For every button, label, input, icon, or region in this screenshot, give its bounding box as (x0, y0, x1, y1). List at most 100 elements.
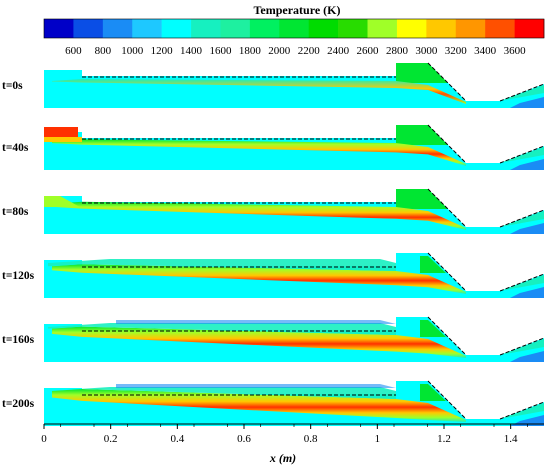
x-tick-label: 1.4 (504, 433, 518, 445)
colorbar-swatch (44, 19, 74, 38)
dashed-wall-line (427, 124, 467, 164)
downstream-cold (510, 351, 544, 362)
surface-layer (116, 320, 396, 324)
colorbar-swatch (396, 19, 427, 38)
hot-gas-region (420, 320, 446, 337)
downstream-warm (500, 339, 544, 355)
downstream-cold (510, 97, 544, 108)
flame-band (52, 139, 466, 166)
dashed-outlet-line (499, 83, 545, 102)
flame-band (52, 389, 466, 422)
colorbar-tick-labels: 600 800 1000 1200 1400 1600 1800 2000 2200 2400 26… (65, 45, 526, 57)
colorbar-swatch (220, 19, 251, 38)
contour-panels: t=0s t=40s t=80s t=120s t=160s t=200s (2, 62, 545, 426)
flame-band (52, 201, 466, 230)
downstream-warm (500, 85, 544, 101)
contour-panel: t=120s (2, 252, 545, 298)
colorbar-swatch (455, 19, 486, 38)
hot-gas-region (396, 63, 448, 83)
colorbar-swatch (132, 19, 162, 38)
colorbar-tick-label: 3600 (504, 45, 527, 57)
warm-layer (48, 259, 396, 271)
time-label: t=160s (2, 334, 35, 346)
time-label: t=40s (2, 142, 29, 154)
dashed-wall-line (427, 252, 467, 292)
time-label: t=120s (2, 270, 35, 282)
x-axis-label: x (m) (269, 451, 296, 465)
dashed-outlet-line (499, 145, 545, 164)
dashed-outlet-line (499, 209, 545, 228)
colorbar-tick-label: 1400 (180, 45, 203, 57)
dashed-wall-line (427, 62, 467, 102)
contour-panel: t=80s (2, 188, 545, 234)
warm-layer (48, 387, 396, 399)
colorbar-swatch (73, 19, 104, 38)
surface-layer (116, 384, 396, 388)
colorbar-swatch (279, 19, 310, 38)
colorbar-swatch (161, 19, 192, 38)
colorbar-title: Temperature (K) (254, 3, 341, 17)
colorbar (43, 18, 545, 39)
dashed-wall-line (427, 316, 467, 356)
contour-panel: t=0s (2, 62, 545, 108)
colorbar-tick-label: 2800 (386, 45, 409, 57)
colorbar-swatch (191, 19, 221, 38)
colorbar-swatch (426, 19, 457, 38)
time-label: t=80s (2, 206, 29, 218)
colorbar-tick-label: 2600 (357, 45, 380, 57)
colorbar-tick-label: 800 (95, 45, 112, 57)
x-tick-label: 0.4 (170, 433, 184, 445)
flame-band (52, 326, 466, 358)
x-axis-ticks: 0 0.2 0.4 0.6 0.8 1 1.2 1.4 (41, 424, 528, 445)
dashed-outlet-line (499, 401, 545, 420)
colorbar-swatch (485, 19, 515, 38)
contour-panel: t=160s (2, 316, 545, 362)
contour-panel: t=200s (2, 380, 545, 426)
dashed-outlet-line (499, 273, 545, 292)
colorbar-tick-label: 600 (65, 45, 82, 57)
dashed-wall-line (427, 380, 467, 420)
downstream-warm (500, 275, 544, 291)
hot-gas-region (420, 384, 446, 401)
x-tick-label: 0.6 (237, 433, 251, 445)
flame-band (52, 264, 466, 294)
colorbar-tick-label: 2200 (298, 45, 321, 57)
colorbar-tick-label: 1600 (209, 45, 232, 57)
x-tick-label: 1.2 (437, 433, 451, 445)
downstream-warm (500, 211, 544, 227)
colorbar-swatch (308, 19, 339, 38)
colorbar-tick-label: 2000 (268, 45, 291, 57)
warm-layer (48, 323, 396, 335)
time-label: t=0s (2, 80, 23, 92)
downstream-cold (510, 415, 544, 426)
colorbar-tick-label: 3200 (445, 45, 468, 57)
inlet-warm-spot (44, 137, 82, 142)
colorbar-swatch (514, 19, 545, 38)
colorbar-tick-label: 1200 (151, 45, 174, 57)
hot-gas-region (396, 189, 448, 209)
x-tick-label: 0 (41, 433, 47, 445)
inlet-warm-spot (44, 196, 80, 207)
x-tick-label: 0.8 (304, 433, 318, 445)
colorbar-swatch (367, 19, 398, 38)
hot-gas-region (420, 256, 446, 273)
downstream-cold (510, 223, 544, 234)
colorbar-tick-label: 3400 (474, 45, 497, 57)
downstream-cold (510, 159, 544, 170)
downstream-warm (500, 403, 544, 419)
colorbar-tick-label: 2400 (327, 45, 350, 57)
colorbar-tick-label: 1800 (239, 45, 262, 57)
x-tick-label: 0.2 (104, 433, 118, 445)
downstream-cold (510, 287, 544, 298)
contour-panel: t=40s (2, 124, 545, 170)
flame-band (52, 79, 466, 104)
x-tick-label: 1 (375, 433, 381, 445)
dashed-wall-line (427, 188, 467, 228)
downstream-warm (500, 147, 544, 163)
inlet-hot-spot (44, 127, 78, 137)
colorbar-swatch (338, 19, 368, 38)
colorbar-swatch (102, 19, 133, 38)
colorbar-tick-label: 3000 (415, 45, 438, 57)
time-label: t=200s (2, 398, 35, 410)
